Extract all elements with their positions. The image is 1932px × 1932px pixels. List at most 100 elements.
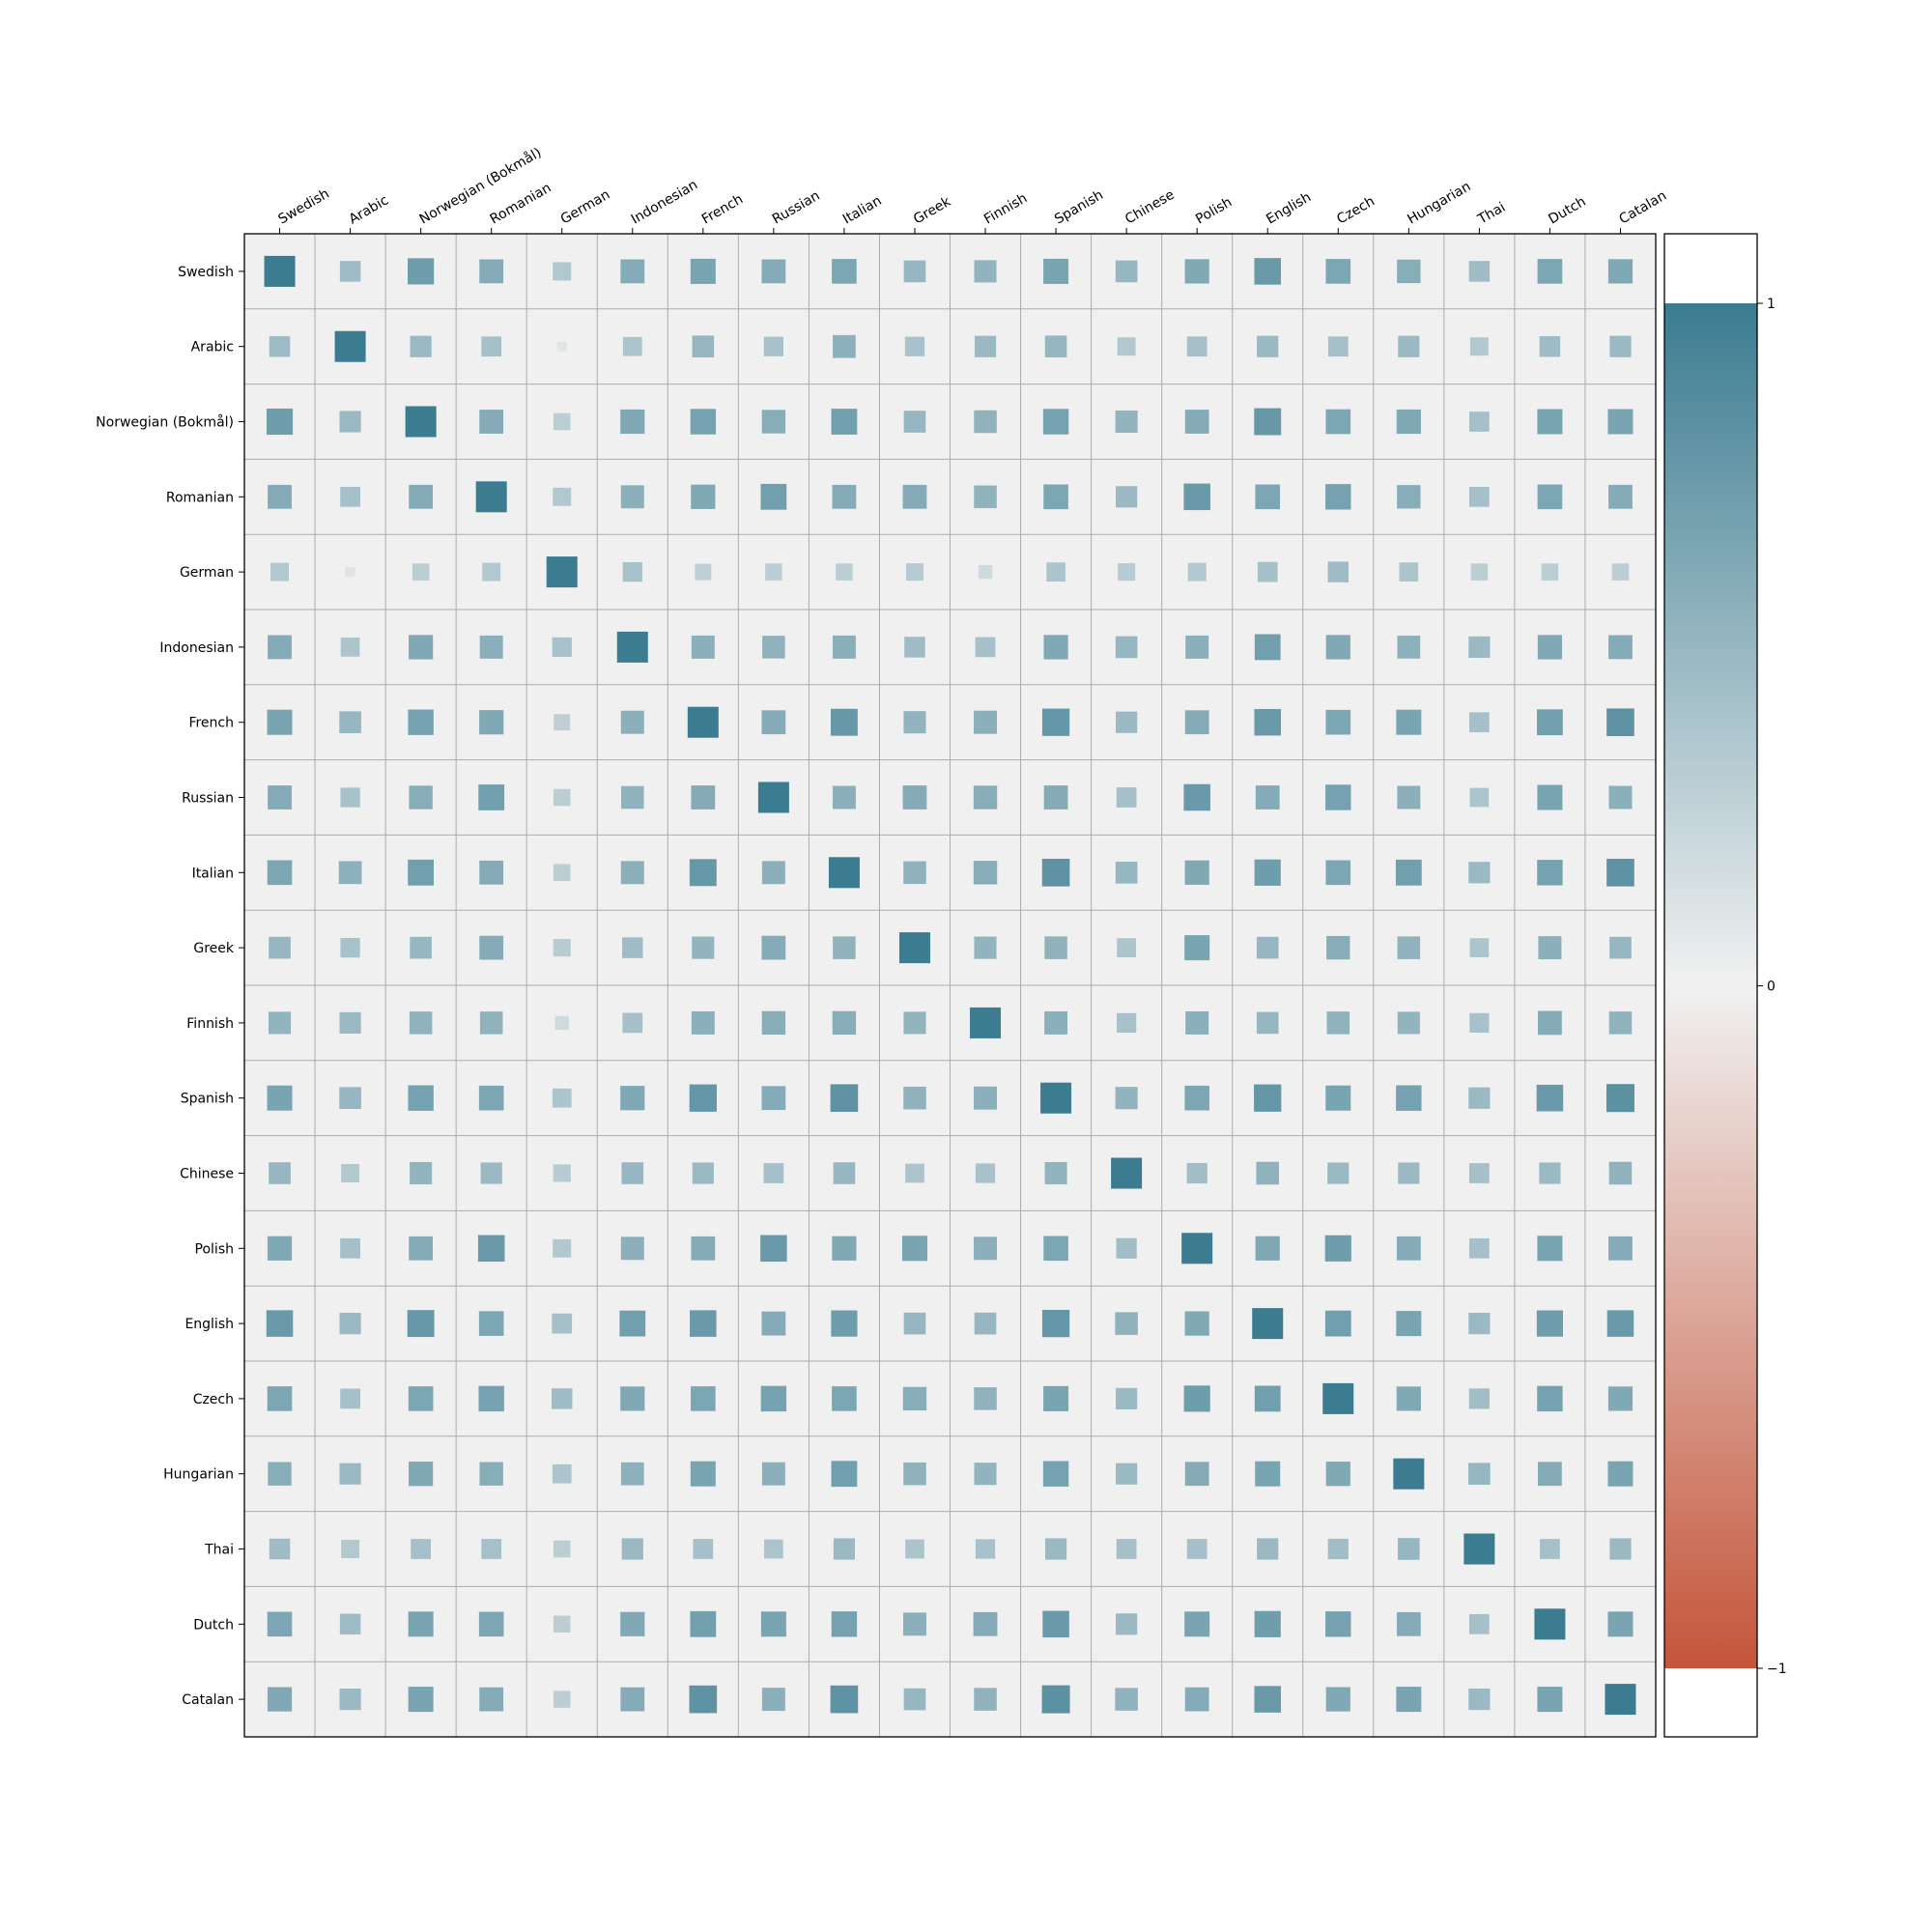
heatmap-cell xyxy=(339,1011,361,1034)
heatmap-cell xyxy=(620,1386,645,1411)
heatmap-cell xyxy=(974,1688,997,1711)
heatmap-cell xyxy=(1118,563,1136,582)
heatmap-cell xyxy=(903,1612,926,1636)
heatmap-cell xyxy=(267,1687,293,1712)
heatmap-cell xyxy=(903,411,926,433)
heatmap-cell xyxy=(478,1611,504,1637)
heatmap-cell xyxy=(903,711,926,734)
heatmap-cell xyxy=(978,564,993,580)
heatmap-cell xyxy=(1257,335,1279,357)
heatmap-cell xyxy=(409,785,433,810)
heatmap-cell xyxy=(1183,1385,1210,1412)
grid-lines xyxy=(244,234,1656,1737)
heatmap-cell xyxy=(904,637,925,658)
y-tick-label: Romanian xyxy=(166,490,234,505)
heatmap-cell xyxy=(410,335,432,357)
heatmap-cell xyxy=(621,785,644,810)
heatmap-cell xyxy=(833,936,856,959)
heatmap-cell xyxy=(1607,1611,1634,1637)
heatmap-cell xyxy=(339,711,361,734)
heatmap-cell xyxy=(1255,785,1280,810)
heatmap-cell xyxy=(1537,1236,1563,1262)
heatmap-cell xyxy=(553,262,572,281)
x-tick-label: Italian xyxy=(840,193,885,228)
heatmap-cell xyxy=(975,637,996,658)
heatmap-cell xyxy=(408,1085,434,1111)
heatmap-cell xyxy=(408,258,435,285)
heatmap-cell xyxy=(903,1688,926,1711)
heatmap-cell xyxy=(1396,709,1422,735)
heatmap-cell xyxy=(340,638,360,657)
heatmap-cell xyxy=(692,936,715,959)
heatmap-cell xyxy=(760,1235,787,1263)
heatmap-cell xyxy=(1326,1011,1350,1035)
heatmap-cell xyxy=(407,1310,435,1338)
heatmap-cell xyxy=(974,260,997,283)
heatmap-cell xyxy=(1325,1687,1350,1712)
heatmap-cell xyxy=(267,860,293,886)
heatmap-cell xyxy=(553,1540,571,1558)
heatmap-cell xyxy=(341,1164,360,1182)
heatmap-cell xyxy=(1116,711,1138,733)
x-tick-label: Indonesian xyxy=(629,177,700,227)
heatmap-cell xyxy=(1536,1310,1564,1337)
heatmap-cell xyxy=(1184,710,1209,735)
heatmap-cell xyxy=(405,406,437,438)
heatmap-cell xyxy=(763,1163,784,1183)
heatmap-cell xyxy=(477,1235,505,1263)
heatmap-cell xyxy=(1041,708,1070,736)
heatmap-cell xyxy=(1184,935,1210,961)
heatmap-cell xyxy=(1043,484,1068,510)
heatmap-cell xyxy=(1115,1312,1138,1335)
heatmap-cell xyxy=(339,1689,361,1711)
heatmap-cell xyxy=(1116,787,1137,808)
heatmap-cell xyxy=(553,487,572,506)
heatmap-cell xyxy=(1606,858,1634,887)
heatmap-cell xyxy=(901,1236,927,1262)
heatmap-cell xyxy=(1327,1538,1349,1560)
heatmap-cell xyxy=(690,1610,717,1637)
heatmap-cell xyxy=(338,861,362,885)
heatmap-cell xyxy=(556,341,567,352)
heatmap-cell xyxy=(554,1015,569,1031)
y-tick-label: Greek xyxy=(193,941,235,956)
heatmap-cell xyxy=(1325,259,1351,284)
heatmap-cell xyxy=(1536,1084,1564,1112)
heatmap-cell xyxy=(552,1313,573,1334)
heatmap-cell xyxy=(760,483,787,510)
heatmap-cell xyxy=(1611,563,1630,581)
heatmap-cell xyxy=(552,1088,572,1108)
heatmap-cell xyxy=(478,1085,504,1111)
heatmap-cell xyxy=(692,1162,714,1184)
heatmap-cell xyxy=(761,1086,786,1111)
heatmap-cell xyxy=(408,1611,434,1637)
heatmap-cell xyxy=(1256,1011,1279,1035)
heatmap-cell xyxy=(1044,936,1067,959)
heatmap-cell xyxy=(691,484,716,509)
heatmap-cell xyxy=(1468,1689,1491,1711)
heatmap-cell xyxy=(1325,484,1351,510)
heatmap-cell xyxy=(620,1611,645,1636)
heatmap-cell xyxy=(1325,1611,1351,1637)
heatmap-cell xyxy=(1117,337,1136,356)
heatmap-cell xyxy=(903,861,926,885)
heatmap-cell xyxy=(345,567,355,578)
colorbar-tick-label: −1 xyxy=(1767,1662,1787,1677)
y-tick-label: English xyxy=(185,1317,234,1332)
heatmap-cell xyxy=(478,784,505,810)
heatmap-cell xyxy=(1606,1310,1634,1337)
heatmap-cell xyxy=(689,1084,717,1112)
heatmap-cell xyxy=(1041,858,1070,887)
heatmap-cell xyxy=(1184,860,1209,885)
heatmap-cell xyxy=(620,1687,645,1712)
heatmap-cell xyxy=(1041,1309,1070,1338)
heatmap-cell xyxy=(1607,259,1634,284)
heatmap-cell xyxy=(898,932,930,964)
heatmap-cell xyxy=(973,861,998,885)
heatmap-cell xyxy=(553,1615,571,1634)
heatmap-cell xyxy=(974,710,997,734)
heatmap-cell xyxy=(1469,486,1490,507)
heatmap-cell xyxy=(689,859,717,887)
heatmap-cell xyxy=(339,1313,361,1335)
